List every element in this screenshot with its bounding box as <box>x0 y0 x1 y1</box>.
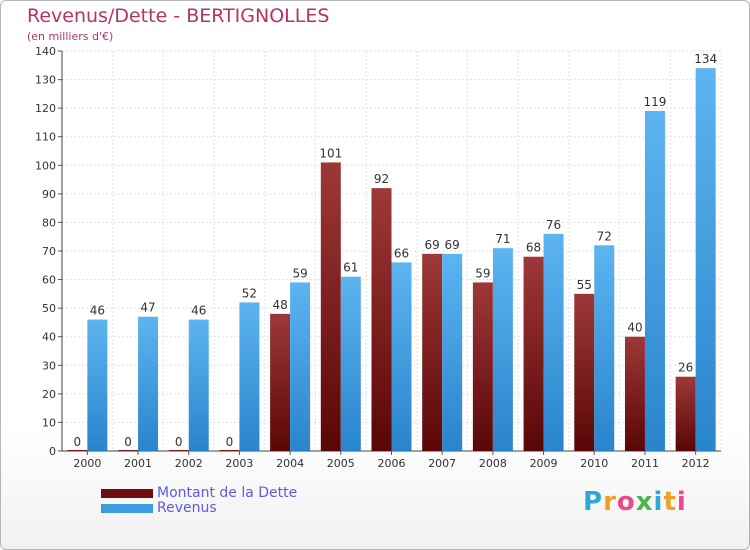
bar-revenus <box>138 316 159 451</box>
x-tick-label: 2001 <box>124 457 152 470</box>
data-label-dette: 0 <box>124 435 132 449</box>
chart-title: Revenus/Dette - BERTIGNOLLES <box>27 5 330 27</box>
y-tick-label: 120 <box>35 102 56 115</box>
data-label-dette: 0 <box>175 435 183 449</box>
bar-revenus <box>340 276 361 451</box>
y-tick-label: 140 <box>35 45 56 58</box>
data-label-revenus: 119 <box>644 95 667 109</box>
bar-dette <box>320 162 341 451</box>
bar-dette <box>574 293 595 451</box>
bar-dette <box>675 376 696 451</box>
logo-letter: r <box>603 487 617 517</box>
data-label-dette: 68 <box>526 241 541 255</box>
data-label-dette: 59 <box>475 266 490 280</box>
data-label-revenus: 52 <box>242 286 257 300</box>
bar-dette <box>523 256 544 451</box>
bar-revenus <box>188 319 209 451</box>
bar-revenus <box>290 282 311 451</box>
bar-dette <box>270 313 291 451</box>
y-tick-label: 110 <box>35 131 56 144</box>
data-label-revenus: 46 <box>191 304 206 318</box>
x-tick-label: 2009 <box>530 457 558 470</box>
y-tick-label: 30 <box>42 359 56 372</box>
legend-label-revenus: Revenus <box>157 500 217 516</box>
x-tick-label: 2003 <box>225 457 253 470</box>
data-label-dette: 40 <box>627 321 642 335</box>
y-tick-label: 40 <box>42 331 56 344</box>
legend-swatch-revenus <box>101 504 153 513</box>
logo-letter: i <box>676 487 687 517</box>
data-label-dette: 0 <box>226 435 234 449</box>
x-tick-label: 2000 <box>73 457 101 470</box>
x-tick-label: 2010 <box>580 457 608 470</box>
bar-dette <box>472 282 493 451</box>
y-tick-label: 50 <box>42 302 56 315</box>
bar-revenus <box>442 253 463 451</box>
proxiti-logo: Proxiti <box>583 487 687 517</box>
logo-letter: P <box>583 487 604 517</box>
y-tick-label: 20 <box>42 388 56 401</box>
bar-revenus <box>644 111 665 451</box>
data-label-revenus: 72 <box>597 229 612 243</box>
data-label-dette: 48 <box>272 298 287 312</box>
y-tick-label: 60 <box>42 274 56 287</box>
data-label-revenus: 59 <box>292 266 307 280</box>
logo-letter: o <box>616 487 636 517</box>
bar-revenus <box>391 262 412 451</box>
bar-revenus <box>543 233 564 451</box>
data-label-revenus: 46 <box>90 304 105 318</box>
x-tick-label: 2005 <box>327 457 355 470</box>
y-tick-label: 80 <box>42 216 56 229</box>
chart-subtitle: (en milliers d'€) <box>27 30 114 43</box>
y-tick-label: 90 <box>42 188 56 201</box>
data-label-dette: 101 <box>319 146 342 160</box>
data-label-revenus: 134 <box>694 52 717 66</box>
x-tick-label: 2006 <box>378 457 406 470</box>
x-tick-label: 2004 <box>276 457 304 470</box>
data-label-dette: 26 <box>678 361 693 375</box>
bar-revenus <box>594 245 615 451</box>
bar-revenus <box>87 319 108 451</box>
bar-revenus <box>492 248 513 451</box>
bar-dette <box>118 450 139 451</box>
bar-revenus <box>239 302 260 451</box>
x-tick-label: 2011 <box>631 457 659 470</box>
bar-dette <box>67 450 88 451</box>
data-label-revenus: 61 <box>343 261 358 275</box>
x-tick-label: 2007 <box>428 457 456 470</box>
logo-letter: x <box>635 487 654 517</box>
x-tick-label: 2002 <box>175 457 203 470</box>
legend-swatch-dette <box>101 489 153 498</box>
bar-dette <box>168 450 189 451</box>
logo-letter: t <box>663 487 677 517</box>
data-label-revenus: 66 <box>394 246 409 260</box>
data-label-dette: 55 <box>577 278 592 292</box>
y-tick-label: 0 <box>49 445 56 458</box>
legend-label-dette: Montant de la Dette <box>157 485 298 501</box>
y-tick-label: 100 <box>35 159 56 172</box>
data-label-dette: 92 <box>374 172 389 186</box>
data-label-dette: 0 <box>74 435 82 449</box>
bar-dette <box>371 188 392 451</box>
data-label-revenus: 47 <box>140 301 155 315</box>
y-tick-label: 130 <box>35 74 56 87</box>
logo-letter: i <box>653 487 664 517</box>
data-label-revenus: 69 <box>445 238 460 252</box>
y-tick-label: 70 <box>42 245 56 258</box>
bar-dette <box>422 253 443 451</box>
x-tick-label: 2008 <box>479 457 507 470</box>
bar-revenus <box>695 68 716 452</box>
data-label-revenus: 71 <box>495 232 510 246</box>
x-tick-label: 2012 <box>682 457 710 470</box>
data-label-dette: 69 <box>425 238 440 252</box>
y-tick-label: 10 <box>42 416 56 429</box>
bar-dette <box>624 336 645 451</box>
data-label-revenus: 76 <box>546 218 561 232</box>
bar-dette <box>219 450 240 451</box>
